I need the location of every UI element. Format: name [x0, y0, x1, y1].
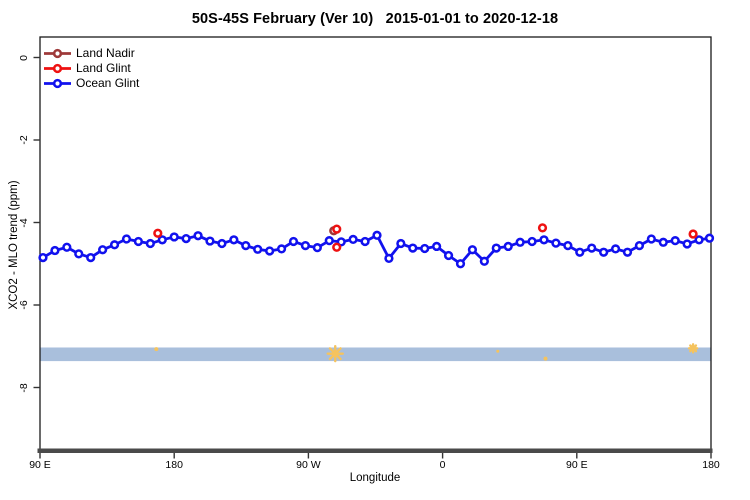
- legend-item-land-glint: Land Glint: [76, 61, 131, 75]
- ocean-glint-point: [133, 236, 144, 247]
- ocean-glint-point: [276, 244, 287, 254]
- ocean-glint-point: [420, 243, 430, 254]
- ocean-glint-point: [121, 234, 132, 244]
- y-axis-label: XCO2 - MLO trend (ppm): [8, 180, 20, 310]
- ocean-glint-point: [384, 253, 394, 264]
- ocean-glint-point: [62, 242, 72, 252]
- x-tick-label: 180: [702, 459, 720, 471]
- ocean-glint-point: [109, 240, 120, 250]
- ocean-glint-point: [610, 244, 621, 254]
- y-tick-label: -6: [18, 300, 30, 310]
- x-axis-label: Longitude: [349, 472, 401, 484]
- ocean-glint-point: [515, 237, 525, 247]
- ocean-glint-point: [634, 240, 645, 251]
- ocean-glint-point: [527, 236, 537, 247]
- ocean-glint-point: [479, 256, 489, 266]
- ocean-glint-point: [587, 243, 597, 253]
- band-dot-mark: [543, 356, 548, 361]
- ocean-glint-point: [205, 236, 215, 246]
- ocean-glint-point: [563, 240, 573, 251]
- ocean-glint-point: [491, 243, 501, 253]
- legend-marker-swatch: [52, 63, 63, 74]
- ocean-glint-point: [539, 235, 549, 245]
- ocean-glint-point: [646, 234, 656, 244]
- ocean-glint-point: [336, 237, 346, 247]
- chart-title: 50S-45S February (Ver 10) 2015-01-01 to …: [191, 11, 559, 27]
- x-tick-label: 180: [165, 459, 183, 471]
- ocean-glint-point: [145, 238, 155, 249]
- ocean-glint-point: [86, 252, 96, 263]
- y-tick-label: -8: [18, 382, 30, 393]
- ocean-glint-point: [98, 245, 108, 255]
- land-glint-point: [688, 229, 698, 239]
- ocean-glint-point: [74, 249, 84, 259]
- ocean-glint-point: [181, 233, 191, 244]
- ocean-glint-point: [324, 236, 334, 246]
- ocean-glint-point: [551, 238, 561, 248]
- ocean-glint-point: [312, 243, 322, 253]
- land-glint-point: [332, 224, 342, 234]
- ocean-glint-point: [455, 259, 466, 269]
- band-dot-mark: [496, 349, 500, 353]
- ocean-glint-point: [694, 235, 704, 245]
- y-tick-label: 0: [18, 54, 30, 61]
- x-tick-label: 90 E: [565, 459, 588, 471]
- ocean-glint-point: [396, 238, 406, 249]
- x-tick-label: 90 E: [29, 459, 51, 471]
- ocean-glint-point: [157, 235, 167, 245]
- ocean-glint-point: [432, 241, 442, 252]
- ocean-glint-point: [622, 247, 633, 257]
- ocean-glint-point: [670, 236, 680, 246]
- ocean-glint-point: [348, 234, 358, 245]
- ocean-glint-point: [443, 250, 454, 261]
- ocean-glint-point: [50, 245, 60, 256]
- ocean-glint-point: [300, 240, 311, 251]
- ocean-glint-point: [682, 239, 692, 249]
- legend-item-ocean-glint: Ocean Glint: [76, 76, 140, 90]
- legend-marker-swatch: [52, 78, 63, 89]
- ocean-glint-point: [241, 240, 251, 251]
- ocean-glint-point: [169, 232, 179, 242]
- ocean-glint-point: [408, 243, 418, 253]
- band-dot-mark: [154, 347, 159, 352]
- ocean-glint-point: [253, 244, 263, 254]
- land-glint-point: [332, 242, 342, 252]
- legend-marker-swatch: [52, 48, 63, 59]
- ocean-glint-point: [265, 246, 275, 256]
- ocean-glint-point: [704, 233, 715, 243]
- ocean-glint-point: [503, 241, 513, 252]
- band-star-mark: [691, 346, 695, 351]
- land-glint-point: [153, 228, 163, 238]
- land-glint-point: [537, 223, 548, 233]
- ocean-glint-point: [38, 252, 48, 263]
- ocean-glint-point: [372, 230, 382, 240]
- legend-item-land-nadir: Land Nadir: [76, 46, 135, 60]
- x-tick-label: 0: [439, 459, 446, 471]
- ocean-glint-point: [658, 237, 668, 247]
- ocean-glint-point: [193, 231, 203, 241]
- ocean-glint-point: [599, 247, 609, 257]
- ocean-glint-point: [229, 235, 239, 245]
- y-tick-label: -4: [18, 217, 30, 228]
- ocean-glint-point: [360, 236, 370, 247]
- x-tick-label: 90 W: [296, 459, 321, 471]
- band-star-mark: [331, 350, 339, 358]
- ocean-glint-point: [467, 245, 478, 255]
- coverage-band: [40, 347, 711, 362]
- ocean-glint-point: [575, 247, 585, 257]
- ocean-glint-point: [217, 238, 227, 249]
- ocean-glint-point: [288, 236, 299, 247]
- y-tick-label: -2: [18, 135, 30, 145]
